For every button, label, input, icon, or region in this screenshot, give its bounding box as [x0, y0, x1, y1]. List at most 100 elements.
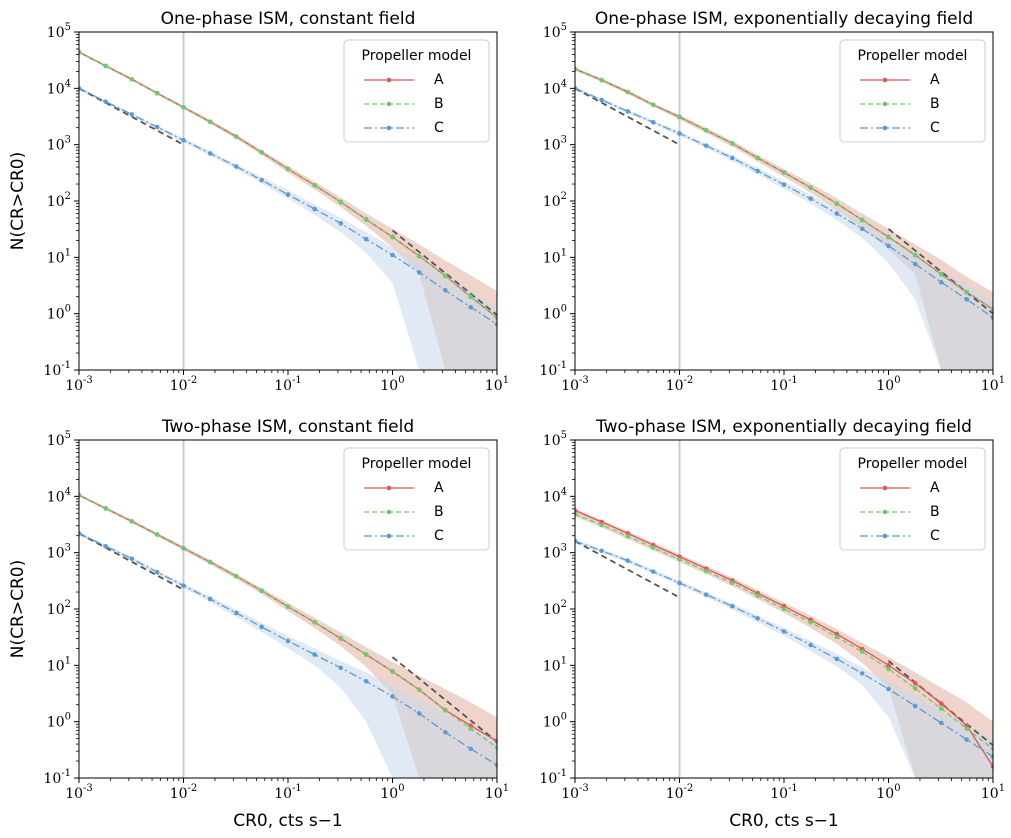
data-point-a — [886, 663, 891, 668]
legend-marker-c — [882, 125, 888, 131]
data-point-b — [912, 686, 918, 691]
legend-title: Propeller model — [362, 48, 472, 64]
data-point-b — [103, 63, 108, 69]
data-point-c — [964, 296, 969, 302]
panel-title: One-phase ISM, constant field — [161, 9, 416, 29]
x-tick-label: 10-2 — [170, 783, 198, 802]
data-point-c — [154, 124, 160, 130]
legend-label-a: A — [434, 72, 444, 88]
legend-label-b: B — [930, 96, 940, 112]
band-c — [79, 87, 497, 370]
data-point-c — [312, 652, 317, 657]
panel-title: Two-phase ISM, exponentially decaying fi… — [595, 417, 972, 437]
data-point-c — [781, 182, 787, 187]
data-point-b — [808, 185, 813, 191]
data-point-a — [575, 508, 578, 513]
data-point-b — [729, 141, 735, 146]
legend-marker-b — [882, 101, 888, 107]
x-tick-label: 101 — [485, 783, 509, 802]
data-point-c — [729, 603, 735, 609]
data-point-b — [755, 155, 760, 161]
x-tick-label: 10-3 — [65, 783, 93, 802]
reference-line-2 — [391, 229, 497, 316]
data-point-b — [442, 707, 448, 713]
x-tick-label: 10-2 — [666, 375, 694, 394]
y-tick-label: 105 — [47, 22, 71, 41]
data-point-c — [834, 211, 840, 216]
data-point-b — [625, 534, 631, 539]
data-point-c — [781, 629, 787, 634]
data-point-b — [886, 666, 891, 672]
data-point-b — [181, 545, 186, 551]
data-point-c — [312, 206, 317, 212]
data-point-c — [625, 558, 631, 564]
legend-marker-a — [386, 485, 392, 491]
data-point-c — [233, 164, 239, 169]
data-point-c — [575, 538, 578, 544]
y-tick-label: 104 — [543, 78, 567, 97]
panel-2: 10-3 10-2 10-1 100 101 10-1 100 101 102 103 104 105… — [539, 9, 1005, 394]
plot-area — [575, 32, 993, 370]
series-line-b — [79, 494, 497, 748]
x-axis-label: CR0, cts s−1 — [729, 811, 839, 831]
data-point-b — [338, 199, 344, 205]
data-point-b — [964, 726, 969, 732]
data-point-b — [442, 273, 448, 279]
legend-label-a: A — [930, 480, 940, 496]
y-tick-label: 104 — [47, 486, 71, 505]
panel-title: Two-phase ISM, constant field — [161, 417, 414, 437]
x-tick-label: 100 — [380, 375, 404, 394]
data-point-b — [207, 559, 213, 565]
data-point-c — [599, 548, 604, 554]
data-point-b — [834, 201, 840, 206]
data-point-c — [886, 243, 891, 249]
data-point-c — [442, 729, 448, 735]
data-point-b — [938, 706, 944, 711]
legend-label-b: B — [930, 504, 940, 520]
reference-line-2 — [887, 660, 993, 747]
legend-item-c: C — [364, 120, 444, 136]
data-point-b — [703, 568, 709, 574]
data-point-b — [390, 669, 395, 674]
data-point-c — [468, 304, 473, 310]
legend-box — [839, 39, 986, 143]
data-point-c — [990, 754, 993, 759]
data-point-b — [154, 90, 160, 96]
data-point-b — [416, 687, 422, 692]
data-point-c — [442, 287, 448, 293]
data-point-b — [494, 315, 497, 320]
legend-item-c: C — [860, 528, 940, 544]
y-tick-label: 10-1 — [539, 360, 567, 379]
data-point-c — [103, 543, 108, 549]
data-point-b — [233, 134, 239, 139]
data-point-c — [363, 236, 369, 242]
y-tick-label: 10-1 — [43, 768, 71, 787]
data-point-c — [259, 177, 264, 183]
y-tick-label: 102 — [47, 599, 71, 618]
data-point-b — [363, 217, 369, 222]
legend-label-b: B — [434, 504, 444, 520]
legend: Propeller model ABC — [839, 447, 986, 551]
band-c — [575, 539, 993, 778]
panel-1: 10-3 10-2 10-1 100 101 10-1 100 101 102 103 104 105… — [8, 9, 509, 394]
y-tick-label: 102 — [47, 191, 71, 210]
data-point-b — [990, 746, 993, 752]
x-tick-label: 101 — [485, 375, 509, 394]
y-tick-label: 100 — [47, 304, 71, 323]
data-point-b — [912, 252, 918, 258]
data-point-b — [575, 511, 578, 517]
data-point-c — [207, 151, 213, 156]
data-point-c — [859, 226, 865, 232]
x-tick-label: 10-3 — [561, 783, 589, 802]
x-tick-label: 101 — [981, 783, 1005, 802]
y-axis-label: N(CR>CR0) — [8, 152, 28, 250]
data-point-b — [312, 620, 317, 625]
legend-marker-b — [882, 509, 888, 515]
data-point-c — [650, 569, 656, 574]
data-point-c — [494, 321, 497, 327]
x-tick-label: 10-2 — [666, 783, 694, 802]
data-point-c — [103, 99, 108, 104]
legend-marker-c — [386, 125, 392, 131]
y-tick-label: 102 — [543, 191, 567, 210]
legend-marker-c — [386, 533, 392, 539]
